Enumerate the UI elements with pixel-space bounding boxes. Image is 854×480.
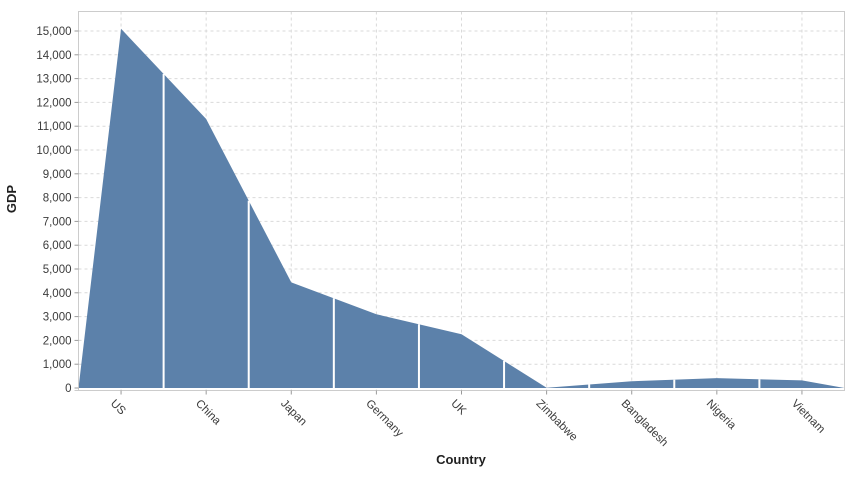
y-tick-label: 3,000: [43, 312, 72, 324]
y-tick-label: 11,000: [37, 121, 71, 133]
x-tick-label: Nigeria: [704, 398, 739, 433]
y-tick-label: 10,000: [36, 145, 71, 157]
x-tick-label: Germany: [363, 398, 405, 440]
y-tick-label: 7,000: [43, 216, 72, 228]
x-tick-label: Japan: [278, 398, 309, 429]
y-tick-label: 15,000: [36, 26, 71, 38]
x-tick-label: China: [193, 398, 223, 428]
y-axis-title: GDP: [4, 185, 19, 214]
y-tick-label: 5,000: [43, 264, 72, 276]
x-tick-label: Vietnam: [789, 398, 827, 436]
y-tick-label: 12,000: [36, 97, 71, 109]
y-tick-label: 1,000: [43, 359, 72, 371]
y-tick-label: 13,000: [36, 74, 71, 86]
y-tick-label: 4,000: [43, 288, 72, 300]
area-series: [78, 28, 845, 389]
x-tick-label: UK: [448, 398, 468, 418]
y-tick-label: 0: [65, 383, 71, 395]
x-tick-label: Zimbabwe: [533, 398, 579, 444]
x-tick-label: Bangladesh: [619, 398, 670, 449]
y-tick-label: 9,000: [43, 169, 72, 181]
x-axis-title: Country: [436, 452, 487, 467]
y-tick-label: 14,000: [36, 50, 71, 62]
y-tick-label: 6,000: [43, 240, 72, 252]
y-tick-label: 2,000: [43, 335, 72, 347]
y-tick-label: 8,000: [43, 193, 72, 205]
plot-area: 0 1,000 2,000 3,000 4,000 5,000 6,000 7,000 8,00…: [36, 11, 845, 449]
x-tick-label: US: [108, 398, 128, 418]
